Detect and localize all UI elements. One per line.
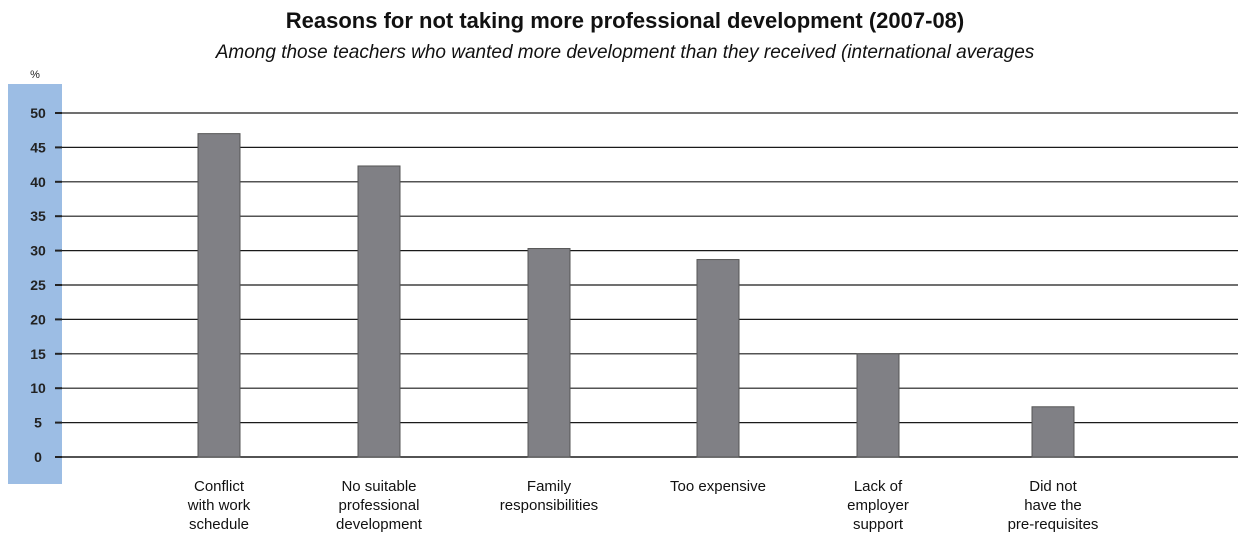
y-tick-label: 40 bbox=[30, 174, 46, 190]
x-tick-label: Too expensive bbox=[670, 478, 766, 495]
gridlines bbox=[62, 112, 1238, 458]
x-tick-label: Family responsibilities bbox=[500, 478, 598, 514]
bar bbox=[856, 353, 900, 458]
bar bbox=[696, 259, 740, 458]
x-axis-labels: Conflict with work schedule No suitable prof… bbox=[187, 478, 1099, 533]
y-axis-label: % bbox=[30, 69, 40, 81]
y-tick-label: 30 bbox=[30, 243, 46, 259]
y-axis-ticks: 0 5 10 15 20 25 30 35 40 45 50 bbox=[30, 105, 62, 465]
y-tick-label: 15 bbox=[30, 346, 46, 362]
y-tick-label: 10 bbox=[30, 380, 46, 396]
y-axis-panel bbox=[8, 84, 62, 484]
y-tick-label: 20 bbox=[30, 311, 46, 327]
y-tick-label: 5 bbox=[34, 415, 42, 431]
bar bbox=[197, 133, 241, 458]
y-tick-label: 25 bbox=[30, 277, 46, 293]
chart-subtitle: Among those teachers who wanted more dev… bbox=[215, 42, 1035, 63]
chart-title: Reasons for not taking more professional… bbox=[286, 8, 965, 33]
bar bbox=[357, 165, 401, 458]
bar bbox=[1031, 406, 1075, 458]
x-tick-label: Lack of employer support bbox=[847, 478, 909, 533]
y-tick-label: 0 bbox=[34, 449, 42, 465]
x-tick-label: Conflict with work schedule bbox=[187, 478, 251, 533]
bar bbox=[527, 248, 571, 458]
y-tick-label: 50 bbox=[30, 105, 46, 121]
x-tick-label: No suitable professional development bbox=[336, 478, 423, 533]
x-tick-label: Did not have the pre-requisites bbox=[1008, 478, 1099, 533]
y-tick-label: 35 bbox=[30, 208, 46, 224]
y-tick-label: 45 bbox=[30, 139, 46, 155]
bars bbox=[197, 133, 1075, 458]
